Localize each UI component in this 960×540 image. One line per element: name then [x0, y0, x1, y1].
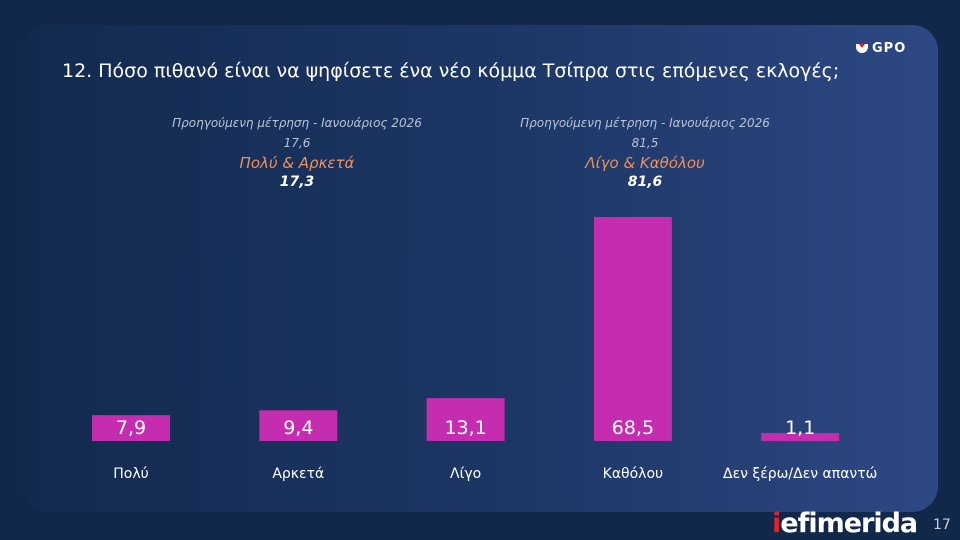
category-label: Αρκετά: [272, 466, 324, 482]
group-summary-low: Προηγούμενη μέτρηση - Ιανουάριος 2026 81…: [495, 116, 795, 190]
brand-i: i: [772, 508, 781, 539]
iefimerida-logo: iefimerida: [772, 508, 918, 539]
previous-value: 17,6: [283, 136, 311, 150]
category-label: Καθόλου: [603, 466, 664, 482]
previous-value: 81,5: [631, 136, 659, 150]
bar-value-label: 9,4: [283, 417, 313, 439]
previous-label: Προηγούμενη μέτρηση - Ιανουάριος 2026: [172, 116, 422, 130]
brand-rest: efimerida: [780, 508, 918, 539]
logo-text: GPO: [872, 41, 907, 56]
category-label: Πολύ: [113, 466, 148, 482]
category-label: Λίγο: [450, 466, 481, 482]
group-label: Πολύ & Αρκετά: [239, 154, 355, 172]
page-number: 17: [933, 517, 951, 533]
bar-2: [426, 398, 505, 441]
bar-1: [259, 410, 338, 441]
bar-value-label: 13,1: [444, 417, 486, 439]
bar-0: [92, 415, 170, 441]
bar-value-label: 1,1: [785, 417, 815, 439]
bar-value-label: 68,5: [612, 417, 654, 439]
category-label: Δεν ξέρω/Δεν απαντώ: [723, 466, 877, 482]
group-label: Λίγο & Καθόλου: [585, 154, 705, 172]
bar-3: [593, 217, 672, 441]
bar-4: [761, 433, 840, 441]
group-value: 81,6: [627, 174, 663, 190]
previous-label: Προηγούμενη μέτρηση - Ιανουάριος 2026: [520, 116, 770, 130]
page-title: 12. Πόσο πιθανό είναι να ψηφίσετε ένα νέ…: [62, 60, 840, 82]
group-summary-high: Προηγούμενη μέτρηση - Ιανουάριος 2026 17…: [147, 116, 447, 190]
group-value: 17,3: [279, 174, 315, 190]
heart-icon: [856, 44, 868, 53]
gpo-logo: GPO: [856, 41, 906, 56]
bar-value-label: 7,9: [116, 417, 146, 439]
